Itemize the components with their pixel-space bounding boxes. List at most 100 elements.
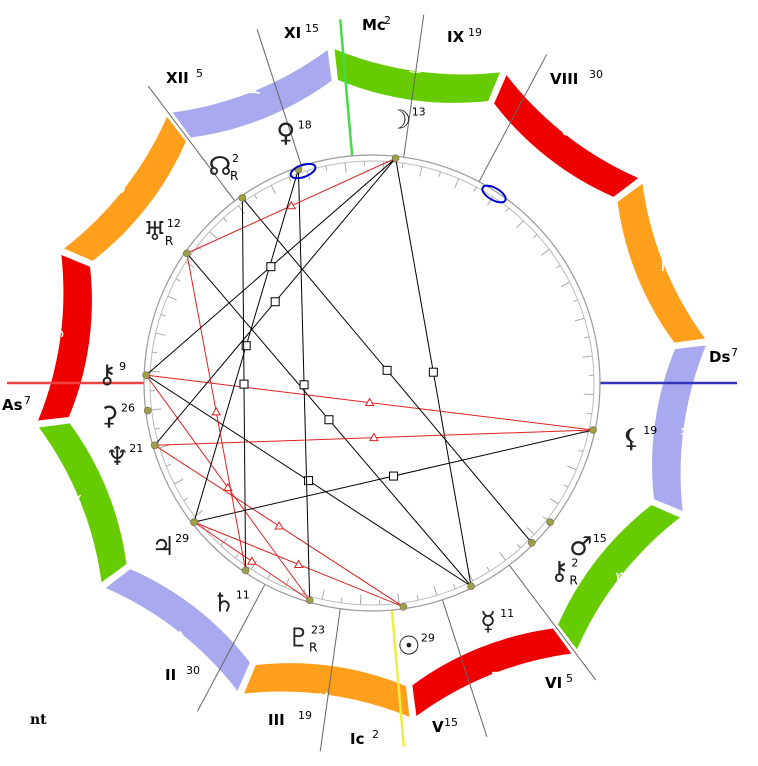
degree-tick bbox=[433, 585, 438, 596]
degree-tick bbox=[555, 264, 561, 269]
degree-tick bbox=[560, 281, 571, 288]
house-cusp-xii bbox=[196, 584, 266, 712]
chiron-degree: 9 bbox=[119, 360, 126, 373]
moon-degree: 13 bbox=[412, 105, 426, 118]
saturn-icon: ♄ bbox=[212, 589, 235, 619]
lilith-degree: 19 bbox=[643, 424, 657, 437]
neptune-degree: 21 bbox=[129, 442, 143, 455]
degree-tick bbox=[542, 516, 548, 521]
degree-tick bbox=[250, 560, 257, 570]
ic-axis-line bbox=[338, 19, 354, 156]
zodiac-sign-ring: ♈♉♊♋♌♍♎♏♐♑♒♓ bbox=[38, 49, 706, 717]
sign-segment-cancer bbox=[334, 49, 501, 103]
house-label-vi: VI bbox=[545, 674, 562, 692]
degree-tick bbox=[416, 595, 419, 601]
saturn-degree: 11 bbox=[236, 589, 250, 602]
degree-tick bbox=[578, 449, 584, 453]
planet-dot-mars bbox=[546, 518, 554, 526]
degree-tick bbox=[150, 370, 161, 373]
sign-glyph-scorpio: ♏ bbox=[615, 569, 635, 594]
axis-label-mc: Mc bbox=[362, 16, 386, 34]
sign-glyph-pisces: ♓ bbox=[65, 492, 85, 517]
chiron2-degree: 2 bbox=[571, 556, 578, 569]
pluto-degree: 23 bbox=[311, 624, 325, 637]
planet-dot-saturn bbox=[241, 566, 250, 575]
aspect-trine-mark bbox=[274, 521, 284, 530]
aspect-square-mark bbox=[304, 476, 314, 486]
degree-tick bbox=[526, 527, 535, 535]
stationary-marker bbox=[481, 184, 507, 204]
sign-glyph-aries: ♈ bbox=[45, 327, 65, 352]
aspect-trine-mark bbox=[211, 406, 222, 416]
planet-dot-sun bbox=[399, 603, 408, 611]
pluto-icon: ♇ bbox=[287, 624, 310, 654]
inner-ring-inner bbox=[149, 160, 595, 606]
house-label-iii: III bbox=[268, 711, 285, 729]
planet-dot-lilith bbox=[589, 426, 597, 434]
degree-tick bbox=[167, 295, 178, 301]
uranus-retrograde: R bbox=[165, 234, 173, 248]
degree-tick bbox=[344, 162, 347, 173]
house-cusp-ii bbox=[147, 85, 236, 202]
mars-degree: 15 bbox=[593, 532, 607, 545]
axis-label-ic: Ic bbox=[350, 730, 364, 748]
aspect-square-mark bbox=[382, 365, 392, 375]
degree-tick bbox=[397, 593, 400, 604]
ceres-icon: ⚳ bbox=[99, 401, 118, 431]
aspect-lines bbox=[145, 157, 594, 608]
planet-dot-neptune bbox=[150, 441, 159, 450]
degree-tick bbox=[154, 427, 160, 430]
lilith-icon: ⚸ bbox=[622, 424, 641, 454]
planet-dot-jupiter bbox=[190, 518, 198, 526]
chiron-icon: ⚷ bbox=[98, 360, 117, 390]
degree-tick bbox=[185, 261, 195, 268]
degree-tick bbox=[267, 574, 271, 580]
house-label-xi: XI bbox=[284, 24, 301, 42]
sign-segment-sagittarius bbox=[412, 628, 572, 717]
degree-tick bbox=[516, 220, 524, 229]
axis-label-ds: Ds bbox=[709, 348, 730, 366]
house-degree-xi: 15 bbox=[305, 22, 319, 35]
planet-dot-node bbox=[238, 194, 247, 202]
sign-segment-leo bbox=[494, 75, 639, 197]
degree-tick bbox=[223, 217, 228, 223]
node-retrograde: R bbox=[230, 169, 238, 183]
sign-glyph-aquarius: ♒ bbox=[165, 625, 185, 650]
aspect-square-mark bbox=[266, 262, 276, 272]
degree-tick bbox=[152, 351, 158, 354]
mc-axis-line bbox=[390, 610, 406, 747]
degree-tick bbox=[452, 584, 456, 590]
degree-tick bbox=[321, 589, 325, 600]
degree-tick bbox=[516, 543, 521, 549]
degree-tick bbox=[582, 355, 593, 358]
jupiter-icon: ♃ bbox=[152, 532, 175, 562]
house-label-viii: VIII bbox=[550, 70, 578, 88]
sign-glyph-gemini: ♊ bbox=[242, 75, 262, 100]
sun-icon: ☉ bbox=[397, 631, 420, 661]
degree-tick bbox=[183, 497, 189, 502]
degree-tick bbox=[325, 165, 328, 171]
degree-tick bbox=[253, 194, 258, 200]
sign-segment-taurus bbox=[64, 116, 186, 261]
degree-tick bbox=[549, 498, 559, 505]
aspect-square-mark bbox=[428, 367, 438, 377]
house-degree-viii: 30 bbox=[589, 68, 603, 81]
node-icon: ☊ bbox=[208, 152, 231, 182]
degree-tick bbox=[438, 171, 442, 177]
sign-glyph-leo: ♌ bbox=[559, 119, 579, 144]
degree-tick bbox=[173, 478, 184, 485]
footer-note: nt bbox=[30, 712, 47, 728]
degree-tick bbox=[586, 412, 592, 415]
degree-tick bbox=[284, 577, 290, 588]
degree-tick bbox=[401, 163, 404, 169]
aspect-trine-mark bbox=[364, 397, 375, 407]
sign-glyph-libra: ♎ bbox=[680, 417, 700, 442]
house-cusp-vi bbox=[478, 54, 548, 182]
degree-tick bbox=[359, 594, 362, 605]
house-label-ii: II bbox=[165, 666, 176, 684]
degree-tick bbox=[532, 234, 538, 239]
sign-segment-pisces bbox=[38, 423, 127, 583]
sign-segment-aquarius bbox=[105, 569, 250, 691]
degree-tick bbox=[155, 332, 166, 336]
inner-degree-ring bbox=[143, 154, 601, 612]
